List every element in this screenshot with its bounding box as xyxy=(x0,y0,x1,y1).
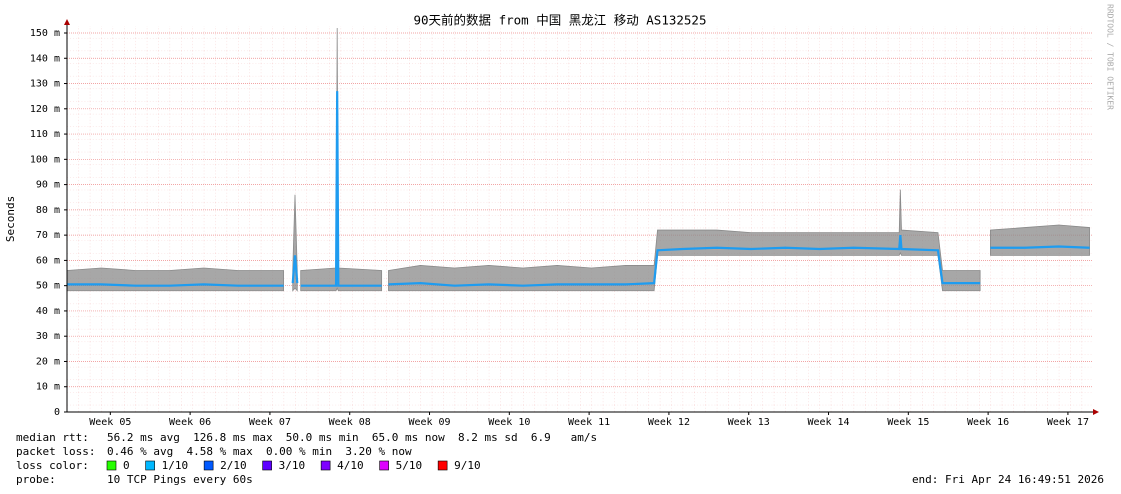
y-tick-label: 40 m xyxy=(36,306,60,317)
y-tick-label: 10 m xyxy=(36,382,60,393)
x-tick-label: Week 12 xyxy=(648,417,690,428)
median-line xyxy=(388,235,981,287)
legend-swatch xyxy=(262,460,272,471)
y-tick-label: 110 m xyxy=(30,129,60,140)
y-tick-label: 140 m xyxy=(30,53,60,64)
legend-label: 2/10 xyxy=(220,459,247,472)
y-tick-label: 0 xyxy=(54,407,60,418)
y-tick-label: 120 m xyxy=(30,104,60,115)
legend-label: 9/10 xyxy=(454,459,481,472)
median-line xyxy=(990,245,1090,249)
legend-label: 0 xyxy=(123,459,130,472)
y-tick-label: 130 m xyxy=(30,79,60,90)
smoke-band xyxy=(990,224,1090,256)
x-tick-label: Week 15 xyxy=(887,417,929,428)
x-tick-label: Week 06 xyxy=(169,417,211,428)
legend-swatch xyxy=(203,460,214,471)
legend-label: 5/10 xyxy=(396,459,423,472)
x-tick-label: Week 11 xyxy=(568,417,610,428)
x-tick-label: Week 10 xyxy=(488,417,530,428)
y-tick-label: 100 m xyxy=(30,154,60,165)
legend-label: 1/10 xyxy=(162,459,189,472)
x-tick-label: Week 16 xyxy=(967,417,1009,428)
footer: median rtt: 56.2 ms avg 126.8 ms max 50.… xyxy=(16,431,1104,486)
x-tick-label: Week 17 xyxy=(1047,417,1089,428)
x-tick-label: Week 08 xyxy=(329,417,371,428)
legend-swatch xyxy=(106,460,117,471)
y-tick-label: 20 m xyxy=(36,356,60,367)
footer-text: 56.2 ms avg 126.8 ms max 50.0 ms min 65.… xyxy=(107,431,597,444)
footer-label: packet loss: xyxy=(16,445,95,458)
y-axis-label: Seconds xyxy=(4,196,17,242)
median-line xyxy=(291,255,299,284)
legend-swatch xyxy=(145,460,155,471)
chart-title: 90天前的数据 from 中国 黑龙江 移动 AS132525 xyxy=(414,13,707,28)
plot xyxy=(66,27,1093,413)
smoke-band xyxy=(388,189,981,292)
median-line xyxy=(300,91,382,287)
x-tick-label: Week 14 xyxy=(807,417,849,428)
x-tick-label: Week 13 xyxy=(728,417,770,428)
x-tick-label: Week 09 xyxy=(408,417,450,428)
y-tick-label: 50 m xyxy=(36,281,60,292)
y-tick-label: 60 m xyxy=(36,255,60,266)
smoke-band xyxy=(66,267,285,292)
legend-swatch xyxy=(437,460,448,471)
footer-end: end: Fri Apr 24 16:49:51 2026 xyxy=(912,473,1104,486)
footer-text: 0.46 % avg 4.58 % max 0.00 % min 3.20 % … xyxy=(107,445,412,458)
footer-text: 10 TCP Pings every 60s xyxy=(107,473,253,486)
y-tick-label: 90 m xyxy=(36,180,60,191)
y-tick-label: 70 m xyxy=(36,230,60,241)
median-line xyxy=(67,283,284,287)
legend-label: 3/10 xyxy=(279,459,306,472)
y-tick-label: 30 m xyxy=(36,331,60,342)
minor-grid xyxy=(67,26,1093,412)
footer-label: loss color: xyxy=(16,459,89,472)
watermark: RRDTOOL / TOBI OETIKER xyxy=(1106,4,1115,110)
footer-label: probe: xyxy=(16,473,56,486)
x-tick-label: Week 07 xyxy=(249,417,291,428)
legend-label: 4/10 xyxy=(337,459,364,472)
x-tick-label: Week 05 xyxy=(89,417,131,428)
y-tick-label: 150 m xyxy=(30,28,60,39)
axis-arrow xyxy=(64,19,70,25)
legend-swatch xyxy=(320,460,331,471)
y-tick-label: 80 m xyxy=(36,205,60,216)
footer-label: median rtt: xyxy=(16,431,89,444)
axis-arrow xyxy=(1093,409,1099,415)
legend-swatch xyxy=(379,460,389,471)
